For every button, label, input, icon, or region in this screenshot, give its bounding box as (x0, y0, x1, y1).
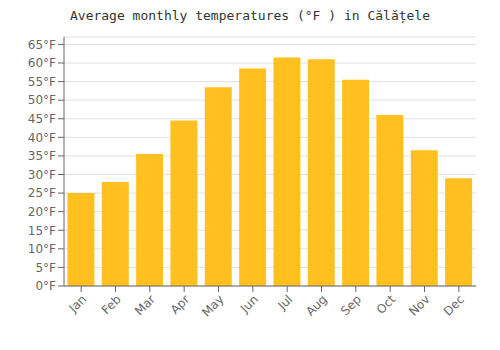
svg-text:Jul: Jul (274, 292, 295, 313)
svg-text:55°F: 55°F (28, 75, 56, 89)
svg-text:60°F: 60°F (28, 56, 56, 70)
svg-text:Mar: Mar (132, 292, 158, 318)
svg-text:Sep: Sep (338, 292, 364, 318)
svg-text:25°F: 25°F (28, 186, 56, 200)
svg-text:Jun: Jun (237, 292, 261, 316)
svg-text:Nov: Nov (406, 292, 432, 318)
svg-text:Dec: Dec (441, 292, 467, 318)
svg-text:5°F: 5°F (35, 261, 56, 275)
svg-text:10°F: 10°F (28, 242, 56, 256)
svg-text:15°F: 15°F (28, 224, 56, 238)
svg-text:Oct: Oct (374, 292, 399, 317)
svg-text:Apr: Apr (168, 292, 193, 317)
svg-text:65°F: 65°F (28, 38, 56, 52)
svg-text:May: May (199, 292, 226, 319)
html-text:Average monthly temperatures (: Average monthly temperatures (°F ) in Că… (70, 8, 430, 23)
svg-text:45°F: 45°F (28, 112, 56, 126)
svg-text:0°F: 0°F (35, 279, 56, 293)
svg-text:30°F: 30°F (28, 168, 56, 182)
svg-text:40°F: 40°F (28, 131, 56, 145)
svg-text:Aug: Aug (303, 292, 329, 318)
svg-text:50°F: 50°F (28, 93, 56, 107)
svg-text:Jan: Jan (66, 292, 90, 316)
svg-text:35°F: 35°F (28, 149, 56, 163)
svg-text:Feb: Feb (99, 292, 124, 317)
svg-text:20°F: 20°F (28, 205, 56, 219)
